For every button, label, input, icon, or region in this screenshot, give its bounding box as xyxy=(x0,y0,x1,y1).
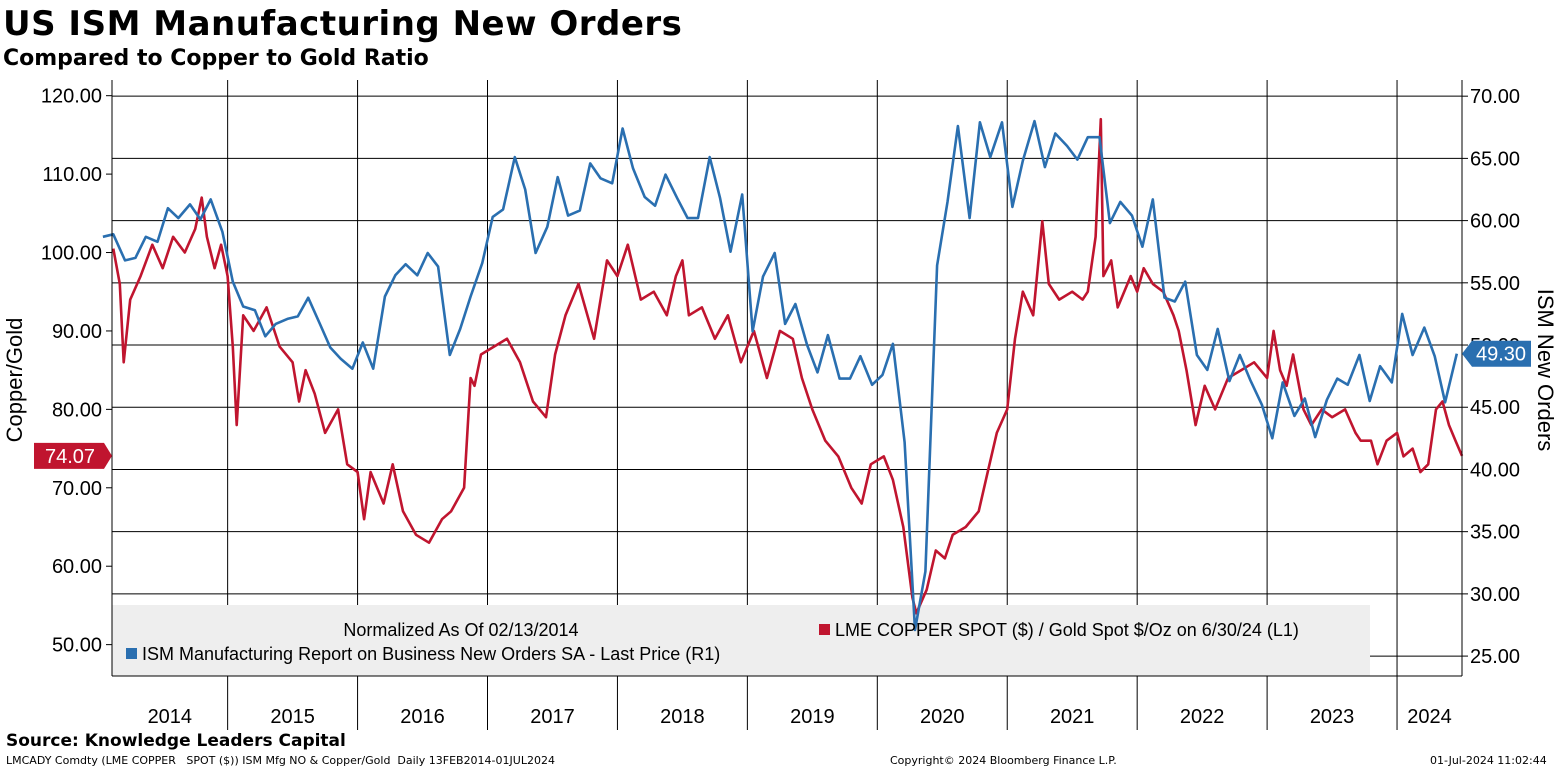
left-tick-label-0: 50.00 xyxy=(52,635,102,657)
x-tick-label-2021: 2021 xyxy=(1050,706,1095,728)
legend-swatch-ism xyxy=(126,648,137,659)
left-tick-label-7: 120.00 xyxy=(41,86,102,108)
x-tick-label-2024: 2024 xyxy=(1407,706,1452,728)
legend-entry-copper-gold[interactable]: LME COPPER SPOT ($) / Gold Spot $/Oz on … xyxy=(835,620,1299,640)
left-last-value-label: 74.07 xyxy=(45,446,95,468)
right-tick-label-6: 55.00 xyxy=(1470,273,1520,295)
x-tick-label-2022: 2022 xyxy=(1180,706,1225,728)
timestamp: 01-Jul-2024 11:02:44 xyxy=(1430,754,1547,767)
left-tick-label-3: 80.00 xyxy=(52,399,102,421)
right-tick-label-1: 30.00 xyxy=(1470,584,1520,606)
right-last-value-badge xyxy=(1462,340,1531,367)
left-axis-title: Copper/Gold xyxy=(2,318,27,443)
copyright: Copyright© 2024 Bloomberg Finance L.P. xyxy=(890,754,1117,767)
x-tick-label-2015: 2015 xyxy=(270,706,315,728)
x-tick-label-2019: 2019 xyxy=(790,706,835,728)
right-tick-label-9: 70.00 xyxy=(1470,86,1520,108)
x-tick-label-2018: 2018 xyxy=(660,706,705,728)
x-tick-label-2014: 2014 xyxy=(148,706,193,728)
legend-note: Normalized As Of 02/13/2014 xyxy=(343,620,578,640)
x-tick-label-2016: 2016 xyxy=(400,706,445,728)
x-tick-label-2023: 2023 xyxy=(1310,706,1355,728)
series-ism-new-orders-line xyxy=(102,119,1459,632)
right-tick-label-0: 25.00 xyxy=(1470,646,1520,668)
legend-box xyxy=(112,605,1370,676)
right-last-value-label: 49.30 xyxy=(1476,344,1526,366)
series-copper-gold-line xyxy=(112,117,1464,615)
right-tick-label-2: 35.00 xyxy=(1470,522,1520,544)
right-tick-label-7: 60.00 xyxy=(1470,211,1520,233)
left-tick-label-4: 90.00 xyxy=(52,321,102,343)
left-tick-label-1: 60.00 xyxy=(52,556,102,578)
right-tick-label-4: 45.00 xyxy=(1470,397,1520,419)
right-tick-label-3: 40.00 xyxy=(1470,459,1520,481)
left-tick-label-6: 110.00 xyxy=(42,164,102,186)
chart-subtitle: Compared to Copper to Gold Ratio xyxy=(3,46,429,71)
source-note: Source: Knowledge Leaders Capital xyxy=(6,731,346,751)
right-axis-title: ISM New Orders xyxy=(1533,289,1558,452)
legend-entry-ism[interactable]: ISM Manufacturing Report on Business New… xyxy=(142,644,720,664)
left-tick-label-5: 100.00 xyxy=(41,243,102,265)
ticker-info: LMCADY Comdty (LME COPPER SPOT ($)) ISM … xyxy=(6,754,555,767)
legend-swatch-copper-gold xyxy=(819,624,830,635)
left-tick-label-2: 70.00 xyxy=(52,478,102,500)
left-last-value-badge xyxy=(34,442,112,469)
right-tick-label-8: 65.00 xyxy=(1470,148,1520,170)
x-tick-label-2017: 2017 xyxy=(530,706,575,728)
x-tick-label-2020: 2020 xyxy=(920,706,965,728)
chart-title: US ISM Manufacturing New Orders xyxy=(3,4,683,44)
